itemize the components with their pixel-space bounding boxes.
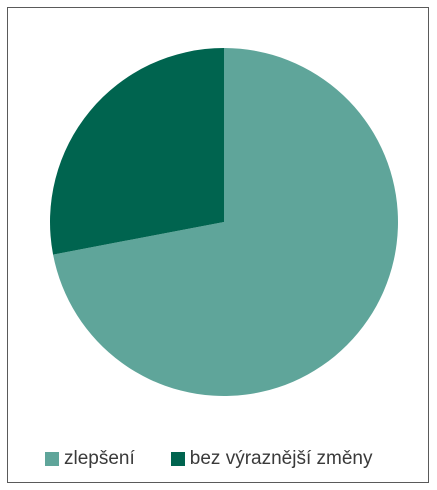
chart-legend: zlepšení bez výraznější změny	[45, 448, 372, 470]
legend-label-zlepseni: zlepšení	[64, 448, 135, 469]
pie-slice-zlepseni	[53, 48, 398, 396]
legend-swatch-bez-vyraznejsi-zmeny	[170, 452, 185, 466]
legend-item-zlepseni: zlepšení	[45, 448, 135, 470]
pie-slice-bez-vyraznejsi-zmeny	[49, 48, 225, 255]
legend-swatch-zlepseni	[45, 452, 59, 466]
legend-item-bez-vyraznejsi-zmeny: bez výraznější změny	[170, 448, 373, 470]
legend-label-bez-vyraznejsi-zmeny: bez výraznější změny	[189, 448, 373, 469]
